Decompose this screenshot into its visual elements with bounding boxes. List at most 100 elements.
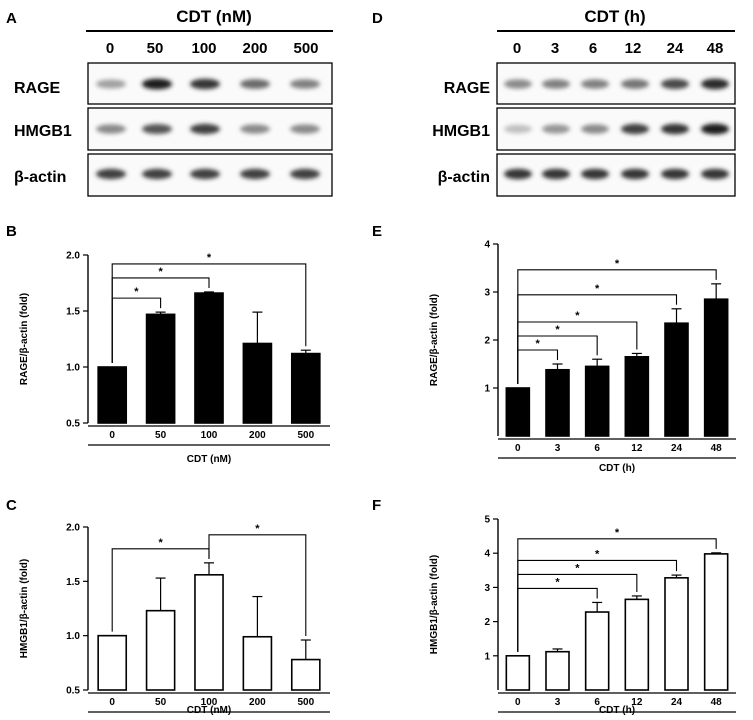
blot-a-band — [96, 79, 126, 89]
chart-c-y-axis-label: HMGB1/β-actin (fold) — [19, 559, 30, 658]
blot-a-lane-label: 0 — [106, 40, 114, 57]
blot-a-title: CDT (nM) — [176, 7, 252, 26]
western-blot-a: CDT (nM) 0 50 100 200 500 RAGE HMGB1 β-a… — [14, 7, 333, 197]
chart-e-x-tick-label: 48 — [711, 443, 723, 454]
chart-f-x-axis-label: CDT (h) — [599, 705, 635, 716]
blot-a-row-label: β-actin — [14, 169, 66, 186]
blot-d-lane-label: 6 — [589, 40, 597, 57]
blot-d-band — [621, 79, 649, 89]
panel-label-e: E — [372, 223, 382, 240]
chart-e-y-tick-label: 1 — [484, 384, 490, 395]
chart-b-bar — [242, 342, 273, 424]
blot-d-band — [661, 78, 689, 90]
blot-d-band — [701, 123, 729, 135]
blot-d-band — [581, 124, 609, 134]
blot-d-band — [504, 79, 532, 89]
blot-a-band — [240, 124, 270, 134]
chart-e-y-tick-label: 3 — [484, 288, 490, 299]
chart-c-bar — [97, 634, 128, 691]
chart-b-x-tick-label: 500 — [297, 430, 314, 441]
blot-a-band — [190, 168, 220, 180]
blot-d-row-frame — [496, 153, 736, 197]
blot-d-band — [661, 168, 689, 180]
chart-b-y-tick-label: 2.0 — [66, 251, 80, 262]
blot-a-band — [290, 79, 320, 89]
chart-e-x-tick-label: 24 — [671, 443, 683, 454]
blot-d-title: CDT (h) — [584, 7, 645, 26]
blot-a-lane-label: 100 — [191, 40, 216, 57]
chart-c-y-tick-label: 1.0 — [66, 631, 80, 642]
blot-d-band — [661, 123, 689, 135]
blot-a-band — [96, 124, 126, 134]
blot-a-band — [142, 168, 172, 180]
blot-a-lane-label: 50 — [147, 40, 164, 57]
chart-c-x-axis-label: CDT (nM) — [187, 705, 231, 716]
chart-b-bar — [194, 292, 224, 424]
chart-c-y-tick-label: 1.5 — [66, 577, 80, 588]
chart-b-y-axis-label: RAGE/β-actin (fold) — [19, 293, 30, 385]
chart-f-significance-star: * — [595, 548, 600, 560]
chart-e-x-tick-label: 3 — [555, 443, 561, 454]
chart-e-significance-star: * — [536, 338, 541, 350]
chart-c-bar — [194, 574, 224, 691]
blot-a-band — [240, 168, 270, 180]
blot-a-row-label: RAGE — [14, 80, 61, 97]
chart-f-x-tick-label: 0 — [515, 697, 521, 708]
chart-f-y-axis-label: HMGB1/β-actin (fold) — [429, 555, 440, 654]
western-blot-d: CDT (h) 0 3 6 12 24 48 RAGE HMGB1 β-acti… — [432, 7, 736, 197]
chart-e-significance-star: * — [575, 310, 580, 322]
chart-e-bar — [584, 365, 610, 437]
chart-f-bar — [545, 650, 570, 691]
chart-c-significance-star: * — [255, 523, 260, 535]
chart-f-x-tick-label: 48 — [711, 697, 723, 708]
chart-b-significance-star: * — [134, 286, 139, 298]
chart-e-x-axis-label: CDT (h) — [599, 463, 635, 474]
chart-f-significance-star: * — [575, 562, 580, 574]
chart-b-y-tick-label: 1.5 — [66, 307, 80, 318]
chart-c-significance-star: * — [158, 537, 163, 549]
chart-c-x-tick-label: 200 — [249, 697, 266, 708]
chart-e-significance-star: * — [615, 258, 620, 270]
chart-e-x-tick-label: 6 — [594, 443, 600, 454]
blot-d-band — [621, 168, 649, 180]
chart-b-significance-star: * — [158, 266, 163, 278]
blot-a-row-label: HMGB1 — [14, 123, 72, 140]
chart-f-bar — [624, 598, 650, 691]
chart-c-bar — [290, 658, 321, 691]
chart-c-y-tick-label: 0.5 — [66, 686, 80, 697]
chart-b-x-tick-label: 50 — [155, 430, 167, 441]
chart-b: 0.5 1.0 1.5 2.0 RAGE/β-actin (fold) 0 50 100 200… — [19, 251, 330, 465]
chart-f-significance-bracket — [517, 538, 717, 652]
chart-c-x-tick-label: 100 — [201, 697, 218, 708]
blot-d-row-label: β-actin — [438, 169, 490, 186]
blot-a-band — [142, 78, 172, 90]
chart-b-bar — [290, 352, 321, 424]
chart-f-x-tick-label: 3 — [555, 697, 561, 708]
chart-f-y-tick-label: 1 — [484, 651, 490, 662]
chart-f-x-tick-label: 12 — [631, 697, 643, 708]
chart-b-x-axis-label: CDT (nM) — [187, 454, 231, 465]
chart-f-y-tick-label: 3 — [484, 583, 490, 594]
blot-d-lane-label: 12 — [625, 40, 642, 57]
chart-b-y-tick-label: 1.0 — [66, 363, 80, 374]
blot-d-band — [542, 79, 570, 89]
blot-d-lane-label: 48 — [707, 40, 724, 57]
blot-d-row-label: HMGB1 — [432, 123, 490, 140]
blot-d-band — [701, 78, 729, 90]
chart-c: 0.5 1.0 1.5 2.0 HMGB1/β-actin (fold) 0 50 100 20… — [19, 523, 330, 716]
chart-f-significance-star: * — [615, 527, 620, 539]
chart-b-significance-bracket — [111, 263, 307, 363]
blot-d-band — [581, 79, 609, 89]
chart-e-significance-star: * — [595, 283, 600, 295]
chart-e-x-tick-label: 12 — [631, 443, 643, 454]
chart-e-y-tick-label: 2 — [484, 336, 490, 347]
blot-d-band — [542, 124, 570, 134]
chart-e-y-axis-label: RAGE/β-actin (fold) — [429, 294, 440, 386]
blot-a-band — [240, 79, 270, 89]
chart-f-y-tick-label: 2 — [484, 617, 490, 628]
chart-f-bar — [664, 577, 689, 691]
blot-a-lane-label: 500 — [293, 40, 318, 57]
panel-label-b: B — [6, 223, 17, 240]
chart-b-x-tick-label: 100 — [201, 430, 218, 441]
